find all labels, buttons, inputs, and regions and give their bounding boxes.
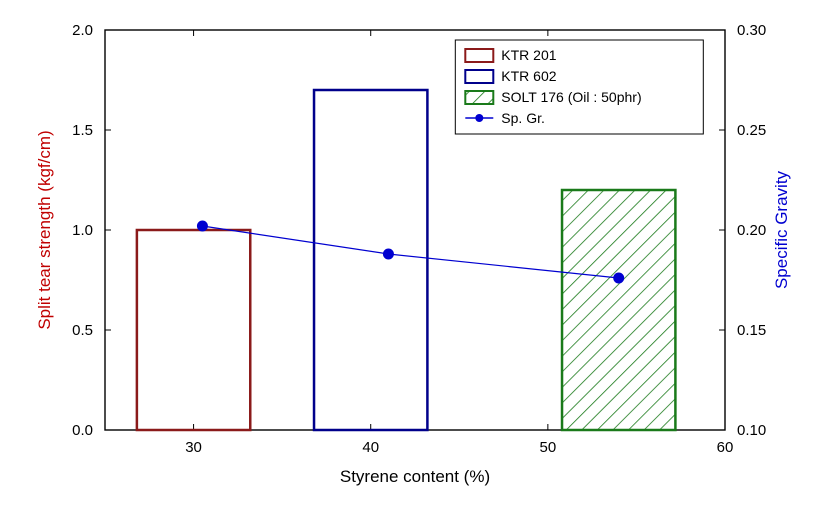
legend: KTR 201 KTR 602 SOLT 176 (Oil : 50phr) Sp. … — [455, 40, 703, 134]
y-right-axis-label: Specific Gravity — [772, 170, 791, 289]
legend-label: KTR 602 — [501, 68, 556, 84]
y-left-axis-label: Split tear strength (kgf/cm) — [35, 130, 54, 329]
legend-label: Sp. Gr. — [501, 110, 545, 126]
y-right-tick-label: 0.20 — [737, 222, 766, 239]
y-left-tick-label: 1.5 — [72, 122, 93, 139]
bar-solt-176-(oil-:-50phr) — [562, 190, 675, 430]
legend-label: KTR 201 — [501, 47, 556, 63]
x-tick-label: 40 — [362, 439, 379, 456]
y-right-tick-label: 0.30 — [737, 22, 766, 39]
y-left-tick-label: 1.0 — [72, 222, 93, 239]
y-left-tick-label: 0.5 — [72, 322, 93, 339]
line-sp-gr — [202, 226, 618, 278]
bar-ktr-602 — [314, 90, 427, 430]
legend-label: SOLT 176 (Oil : 50phr) — [501, 89, 641, 105]
x-tick-label: 30 — [185, 439, 202, 456]
marker-sp-gr — [197, 221, 207, 231]
bar-ktr-201 — [137, 230, 250, 430]
chart-container: 30 40 50 60 0.0 0.5 1.0 1.5 2.0 0.10 0.15 0.20 0.25 0… — [0, 0, 826, 506]
x-tick-label: 60 — [717, 439, 734, 456]
x-tick-label: 50 — [540, 439, 557, 456]
marker-sp-gr — [614, 273, 624, 283]
y-right-tick-label: 0.25 — [737, 122, 766, 139]
marker-sp-gr — [383, 249, 393, 259]
y-right-tick-label: 0.10 — [737, 422, 766, 439]
y-left-tick-label: 2.0 — [72, 22, 93, 39]
y-right-tick-label: 0.15 — [737, 322, 766, 339]
x-axis-label: Styrene content (%) — [340, 467, 490, 486]
chart-svg: 30 40 50 60 0.0 0.5 1.0 1.5 2.0 0.10 0.15 0.20 0.25 0… — [0, 0, 826, 506]
y-left-tick-label: 0.0 — [72, 422, 93, 439]
